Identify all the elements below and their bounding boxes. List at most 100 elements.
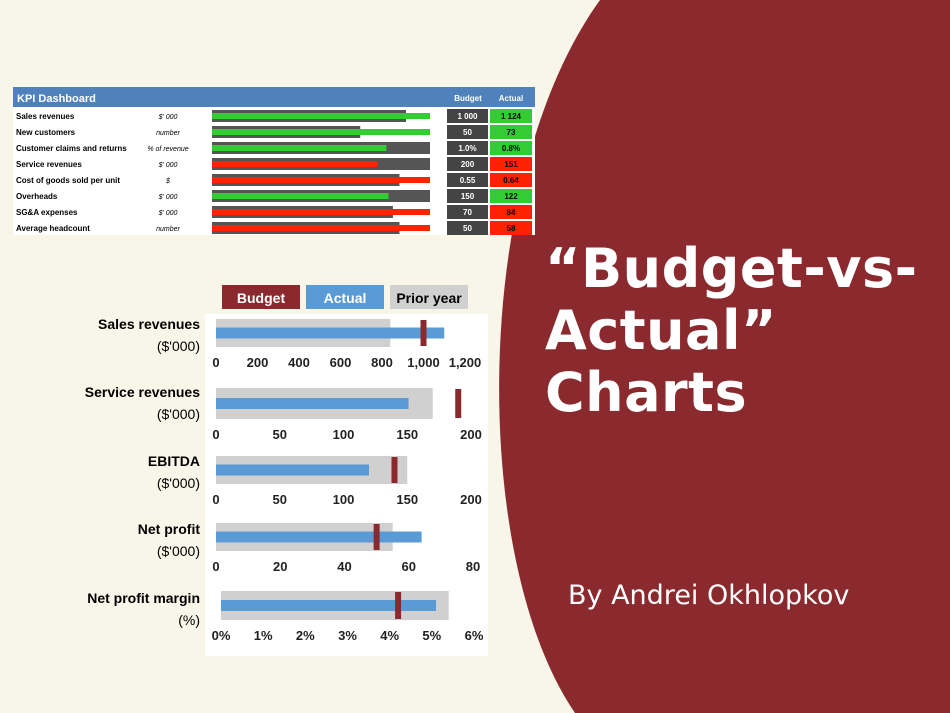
kpi-row-unit: % of revenue — [147, 146, 188, 153]
actual-bar — [216, 464, 369, 476]
kpi-actual-value: 58 — [507, 224, 516, 233]
budget-marker — [373, 524, 380, 550]
kpi-actual-value: 0.64 — [503, 176, 519, 185]
kpi-row: New customers number 50 73 — [16, 125, 532, 139]
bullet-chart: 0% 1% 2% 3% 4% 5% 6% Net profit margin (%) — [87, 588, 488, 656]
kpi-budget-cell — [447, 189, 488, 203]
tick-label: 0 — [212, 559, 219, 574]
tick-label: 200 — [460, 427, 482, 442]
kpi-actual-cell — [490, 221, 532, 235]
chart-unit-label: (%) — [178, 612, 200, 628]
tick-label: 0 — [212, 427, 219, 442]
legend-budget-swatch — [222, 285, 300, 309]
kpi-actual-bar — [212, 177, 430, 183]
kpi-row-unit: $ — [165, 178, 170, 185]
kpi-row-unit: $' 000 — [158, 162, 178, 169]
kpi-row: Cost of goods sold per unit $0.55 0.64 — [16, 173, 532, 187]
tick-label: 5% — [422, 628, 441, 643]
tick-label: 60 — [402, 559, 416, 574]
page-title: “Budget-vs- Actual” Charts — [545, 238, 945, 424]
bullet-chart: 0 50 100 150 200 EBITDA ($'000) — [148, 452, 488, 520]
kpi-col-budget: Budget — [454, 94, 482, 103]
kpi-header-bar — [13, 87, 535, 107]
chart-label: Service revenues — [85, 384, 200, 400]
budget-marker — [395, 592, 402, 619]
tick-label: 150 — [396, 427, 418, 442]
kpi-budget-value: 150 — [461, 192, 475, 201]
kpi-row-name: Sales revenues — [16, 112, 75, 121]
chart-label: Net profit — [138, 521, 201, 537]
kpi-actual-bar — [212, 161, 378, 167]
legend-actual: Actual — [324, 290, 367, 306]
kpi-actual-bar — [212, 129, 430, 135]
tick-label: 0 — [212, 355, 219, 370]
kpi-actual-value: 84 — [507, 208, 516, 217]
kpi-row: Service revenues $' 000 200 151 — [16, 157, 532, 171]
tick-label: 200 — [247, 355, 269, 370]
bullet-chart: 0 50 100 150 200 Service revenues ($'000) — [85, 383, 488, 452]
title-line-2: Actual” — [545, 299, 777, 362]
kpi-actual-bar — [212, 145, 387, 151]
kpi-budget-value: 50 — [463, 224, 472, 233]
tick-label: 2% — [296, 628, 315, 643]
tick-label: 40 — [337, 559, 351, 574]
legend-prior-year-swatch — [390, 285, 468, 309]
kpi-col-actual: Actual — [499, 94, 523, 103]
chart-label: Sales revenues — [98, 316, 200, 332]
kpi-budget-value: 200 — [461, 160, 475, 169]
title-line-3: Charts — [545, 361, 748, 424]
kpi-actual-value: 0.8% — [502, 144, 520, 153]
kpi-budget-cell — [447, 141, 488, 155]
kpi-budget-value: 0.55 — [460, 176, 476, 185]
bullet-chart: 0 200 400 600 800 1,000 1,200 Sales revenues ($'… — [98, 314, 488, 383]
kpi-actual-cell — [490, 189, 532, 203]
kpi-row-name: Cost of goods sold per unit — [16, 176, 120, 185]
bullet-chart: 0 20 40 60 80 Net profit ($'000) — [138, 520, 488, 588]
tick-label: 4% — [380, 628, 399, 643]
tick-label: 100 — [333, 492, 355, 507]
tick-label: 150 — [396, 492, 418, 507]
maroon-panel — [499, 0, 950, 713]
kpi-actual-cell — [490, 109, 532, 123]
kpi-actual-cell — [490, 205, 532, 219]
kpi-budget-cell — [447, 205, 488, 219]
kpi-row-name: SG&A expenses — [16, 208, 78, 217]
kpi-row-name: Customer claims and returns — [16, 144, 127, 153]
tick-label: 50 — [273, 427, 287, 442]
tick-label: 1,000 — [407, 355, 440, 370]
kpi-actual-cell — [490, 141, 532, 155]
tick-label: 20 — [273, 559, 287, 574]
budget-marker — [391, 457, 398, 483]
author-byline: By Andrei Okhlopkov — [568, 580, 850, 611]
chart-unit-label: ($'000) — [157, 338, 200, 354]
actual-bar — [216, 398, 409, 409]
tick-label: 800 — [371, 355, 393, 370]
chart-unit-label: ($'000) — [157, 475, 200, 491]
tick-label: 400 — [288, 355, 310, 370]
kpi-budget-value: 50 — [463, 128, 472, 137]
tick-label: 0% — [212, 628, 231, 643]
tick-label: 600 — [330, 355, 352, 370]
kpi-actual-cell — [490, 173, 532, 187]
kpi-row: Sales revenues $' 000 1 000 1 124 — [16, 109, 532, 123]
legend-actual-swatch — [306, 285, 384, 309]
kpi-row-unit: $' 000 — [158, 114, 178, 121]
tick-label: 6% — [465, 628, 484, 643]
kpi-budget-cell — [447, 173, 488, 187]
kpi-row-unit: $' 000 — [158, 194, 178, 201]
tick-label: 50 — [273, 492, 287, 507]
kpi-row-unit: number — [156, 226, 180, 233]
budget-marker — [420, 320, 427, 346]
tick-label: 1% — [254, 628, 273, 643]
legend-budget: Budget — [237, 290, 286, 306]
actual-bar — [221, 600, 437, 611]
kpi-budget-cell — [447, 109, 488, 123]
kpi-budget-cell — [447, 125, 488, 139]
actual-bar — [216, 531, 422, 543]
kpi-actual-bar — [212, 209, 430, 215]
kpi-row-name: Overheads — [16, 192, 58, 201]
kpi-title: KPI Dashboard — [17, 93, 96, 105]
kpi-row-name: Average headcount — [16, 224, 90, 233]
